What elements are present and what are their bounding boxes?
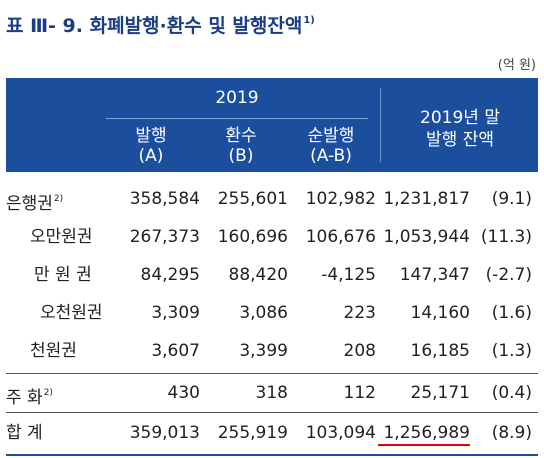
retire-cell: 3,399: [239, 341, 288, 361]
row-label: 은행권2): [6, 194, 64, 214]
table-title: 표 Ⅲ- 9. 화폐발행·환수 및 발행잔액1): [6, 4, 315, 38]
balance-cell: 1,256,989: [383, 423, 470, 443]
row-label: 오천원권: [40, 303, 103, 323]
header-balance-line2: 발행 잔액: [426, 130, 494, 150]
header-issue-sub: (A): [138, 146, 164, 166]
table-row: 주 화2) 430 318 112 25,171 (0.4): [6, 372, 538, 414]
net-cell: 102,982: [305, 189, 376, 209]
net-cell: 103,094: [305, 423, 376, 443]
header-retire: 환수: [225, 126, 257, 146]
retire-cell: 318: [255, 383, 288, 403]
rate-cell: (1.3): [491, 341, 532, 361]
table-header: 2019 발행 (A) 환수 (B) 순발행 (A-B) 2019년 말 발행 …: [6, 78, 538, 172]
rate-cell: (9.1): [491, 189, 532, 209]
unit-label: (억 원): [497, 58, 536, 73]
header-column-divider: [380, 88, 381, 162]
row-label: 만 원 권: [34, 265, 92, 285]
row-divider: [6, 373, 538, 374]
row-divider: [6, 412, 538, 413]
row-label: 주 화2): [6, 388, 53, 408]
table-title-footnote: 1): [303, 15, 315, 26]
retire-cell: 88,420: [228, 265, 288, 285]
issue-cell: 358,584: [129, 189, 200, 209]
net-cell: 106,676: [305, 227, 376, 247]
issue-cell: 3,309: [151, 303, 200, 323]
table-title-text: 표 Ⅲ- 9. 화폐발행·환수 및 발행잔액: [6, 15, 303, 37]
header-year-divider: [106, 118, 368, 119]
row-label: 천원권: [30, 341, 77, 361]
issue-cell: 84,295: [140, 265, 200, 285]
balance-cell: 16,185: [410, 341, 470, 361]
net-cell: 223: [343, 303, 376, 323]
table-row: 오만원권 267,373 160,696 106,676 1,053,944 (…: [6, 216, 538, 258]
issue-cell: 267,373: [129, 227, 200, 247]
header-year: 2019: [215, 88, 259, 108]
balance-cell: 1,231,817: [383, 189, 470, 209]
rate-cell: (11.3): [480, 227, 532, 247]
balance-cell: 147,347: [399, 265, 470, 285]
balance-cell: 1,053,944: [383, 227, 470, 247]
rate-cell: (-2.7): [485, 265, 532, 285]
header-net: 순발행: [307, 126, 355, 146]
table-row: 만 원 권 84,295 88,420 -4,125 147,347 (-2.7…: [6, 254, 538, 296]
balance-cell: 14,160: [410, 303, 470, 323]
net-cell: -4,125: [321, 265, 376, 285]
issue-cell: 430: [167, 383, 200, 403]
header-net-sub: (A-B): [310, 146, 352, 166]
rate-cell: (1.6): [491, 303, 532, 323]
rate-cell: (0.4): [491, 383, 532, 403]
table-row: 오천원권 3,309 3,086 223 14,160 (1.6): [6, 292, 538, 334]
table-row: 천원권 3,607 3,399 208 16,185 (1.3): [6, 330, 538, 372]
header-balance-line1: 2019년 말: [420, 108, 500, 128]
retire-cell: 255,601: [217, 189, 288, 209]
table-row: 은행권2) 358,584 255,601 102,982 1,231,817 …: [6, 178, 538, 220]
row-label: 합 계: [6, 423, 43, 443]
header-issue: 발행: [135, 126, 167, 146]
table-row-total: 합 계 359,013 255,919 103,094 1,256,989 (8…: [6, 412, 538, 454]
retire-cell: 160,696: [217, 227, 288, 247]
rate-cell: (8.9): [491, 423, 532, 443]
net-cell: 112: [343, 383, 376, 403]
row-label: 오만원권: [30, 227, 93, 247]
net-cell: 208: [343, 341, 376, 361]
retire-cell: 255,919: [217, 423, 288, 443]
table-bottom-border: [6, 454, 538, 456]
issue-cell: 359,013: [129, 423, 200, 443]
retire-cell: 3,086: [239, 303, 288, 323]
header-retire-sub: (B): [228, 146, 254, 166]
balance-cell: 25,171: [410, 383, 470, 403]
issue-cell: 3,607: [151, 341, 200, 361]
highlight-underline: [378, 444, 470, 446]
